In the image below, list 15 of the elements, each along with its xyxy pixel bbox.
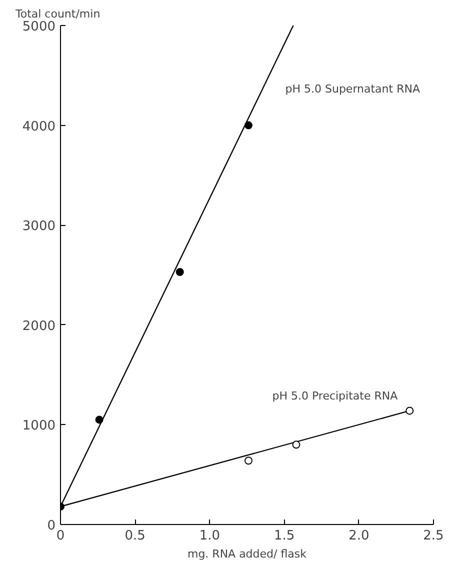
y-tick-label: 3000 [22,219,56,234]
x-tick-label: 2.0 [348,528,370,544]
series-label: pH 5.0 Supernatant RNA [285,82,420,96]
x-tick-label: 0.5 [124,528,146,544]
y-tick-label: 1000 [22,418,56,434]
y-tick-label: 5000 [22,20,56,34]
x-tick-label: 1.0 [199,528,220,544]
series-label: pH 5.0 Precipitate RNA [272,390,398,403]
y-tick-label: 4000 [22,119,56,134]
x-axis-title: mg. RNA added/ flask [187,548,308,560]
y-tick-label: 2000 [22,318,56,334]
y-axis-title: Total count/min [14,8,100,20]
y-tick-label: 0 [47,518,56,534]
x-tick-label: 2.5 [423,528,444,544]
x-tick-label: 1.5 [274,528,295,544]
